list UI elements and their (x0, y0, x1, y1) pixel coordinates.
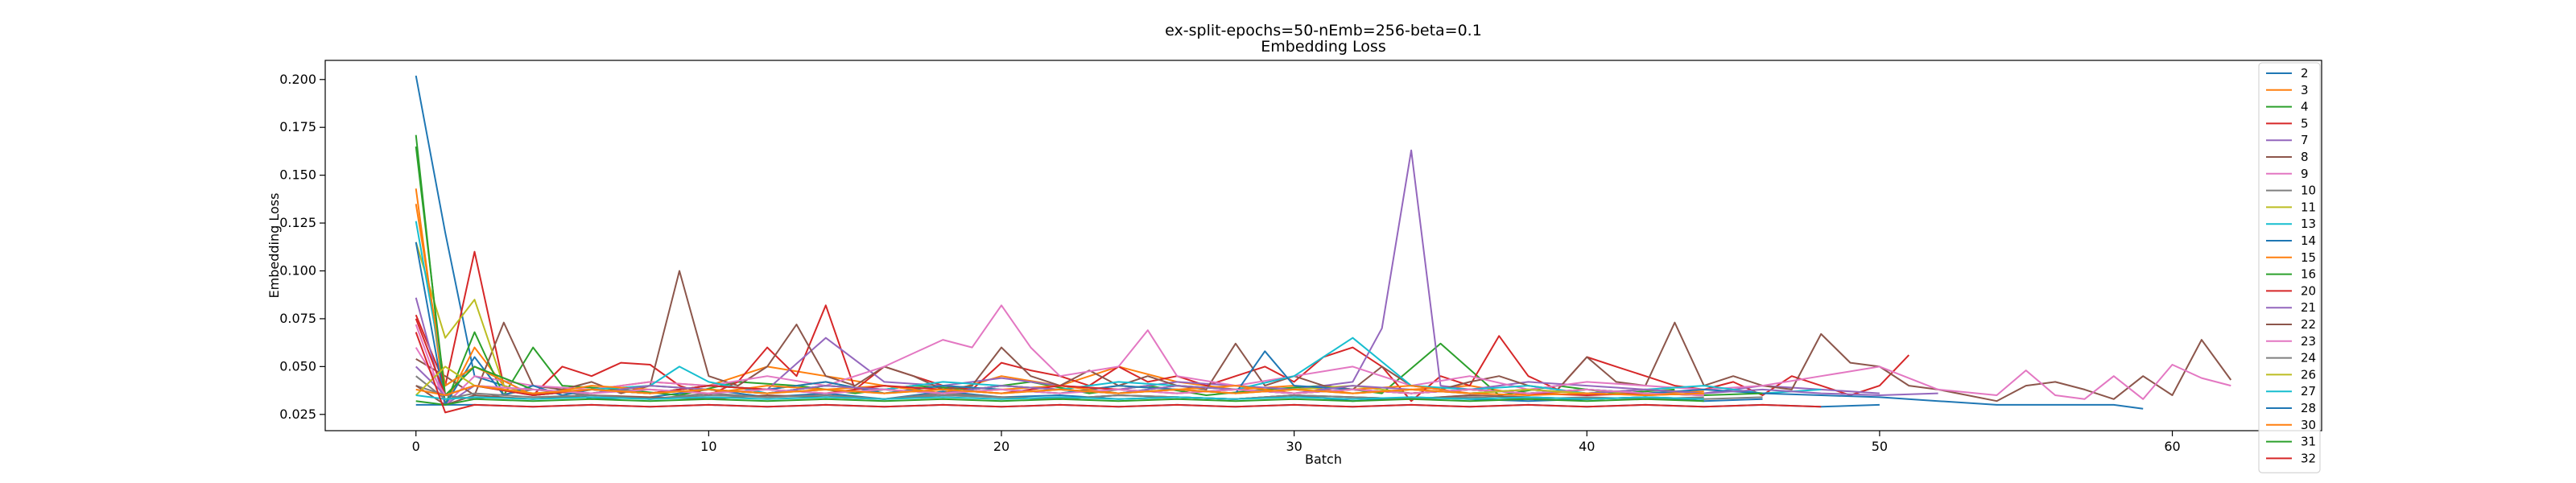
chart-title: ex-split-epochs=50-nEmb=256-beta=0.1 (1165, 22, 1482, 39)
plot-area (415, 75, 2232, 414)
legend-label: 32 (2301, 451, 2316, 465)
y-tick-label: 0.050 (279, 358, 316, 374)
legend-label: 10 (2301, 184, 2316, 198)
y-axis-label: Embedding Loss (266, 193, 282, 299)
y-tick-label: 0.100 (279, 262, 316, 278)
legend: 2345789101113141516202122232426272830313… (2258, 62, 2321, 473)
y-tick-label: 0.025 (279, 407, 316, 422)
x-tick-label: 20 (993, 439, 1009, 454)
x-tick-label: 40 (1579, 439, 1595, 454)
series-line-9 (415, 304, 2231, 406)
series-line-5 (415, 250, 1910, 402)
legend-label: 22 (2301, 317, 2316, 332)
legend-label: 26 (2301, 367, 2316, 382)
legend-label: 31 (2301, 435, 2316, 449)
y-tick-label: 0.125 (279, 215, 316, 230)
y-tick-label: 0.075 (279, 311, 316, 326)
series-line-21 (415, 365, 1938, 396)
legend-label: 24 (2301, 351, 2316, 365)
series-line-30 (415, 385, 1704, 396)
series-line-27 (415, 394, 1704, 400)
x-tick-label: 60 (2164, 439, 2180, 454)
y-tick-label: 0.200 (279, 72, 316, 87)
legend-label: 16 (2301, 267, 2316, 282)
legend-label: 9 (2301, 167, 2309, 181)
legend-frame (2258, 62, 2321, 473)
legend-label: 7 (2301, 133, 2309, 147)
legend-label: 4 (2301, 100, 2309, 114)
y-tick-label: 0.175 (279, 119, 316, 134)
legend-label: 11 (2301, 200, 2316, 214)
legend-label: 20 (2301, 283, 2316, 298)
legend-label: 15 (2301, 250, 2316, 265)
chart-subtitle: Embedding Loss (1261, 38, 1385, 56)
legend-label: 13 (2301, 217, 2316, 231)
series-line-31 (415, 398, 1704, 406)
legend-label: 23 (2301, 334, 2316, 349)
x-tick-label: 30 (1286, 439, 1302, 454)
y-axis: 0.025 0.050 0.075 0.100 0.125 0.150 0.175 0.200 (279, 72, 325, 422)
legend-label: 5 (2301, 116, 2309, 130)
series-line-8 (415, 270, 2232, 402)
y-tick-label: 0.150 (279, 167, 316, 183)
legend-label: 14 (2301, 233, 2316, 248)
x-tick-label: 50 (1872, 439, 1888, 454)
series-line-32 (415, 332, 1822, 414)
legend-label: 8 (2301, 150, 2309, 164)
x-axis-label: Batch (1305, 452, 1342, 467)
legend-label: 21 (2301, 300, 2316, 315)
series-layer (415, 75, 2232, 414)
legend-label: 3 (2301, 83, 2309, 97)
legend-label: 27 (2301, 384, 2316, 398)
axes-frame (324, 60, 2322, 431)
x-axis: 0 10 20 30 40 50 60 (412, 431, 2181, 454)
x-tick-label: 10 (700, 439, 716, 454)
legend-label: 30 (2301, 418, 2316, 432)
legend-label: 28 (2301, 401, 2316, 415)
x-tick-label: 0 (412, 439, 420, 454)
legend-label: 2 (2301, 66, 2309, 80)
